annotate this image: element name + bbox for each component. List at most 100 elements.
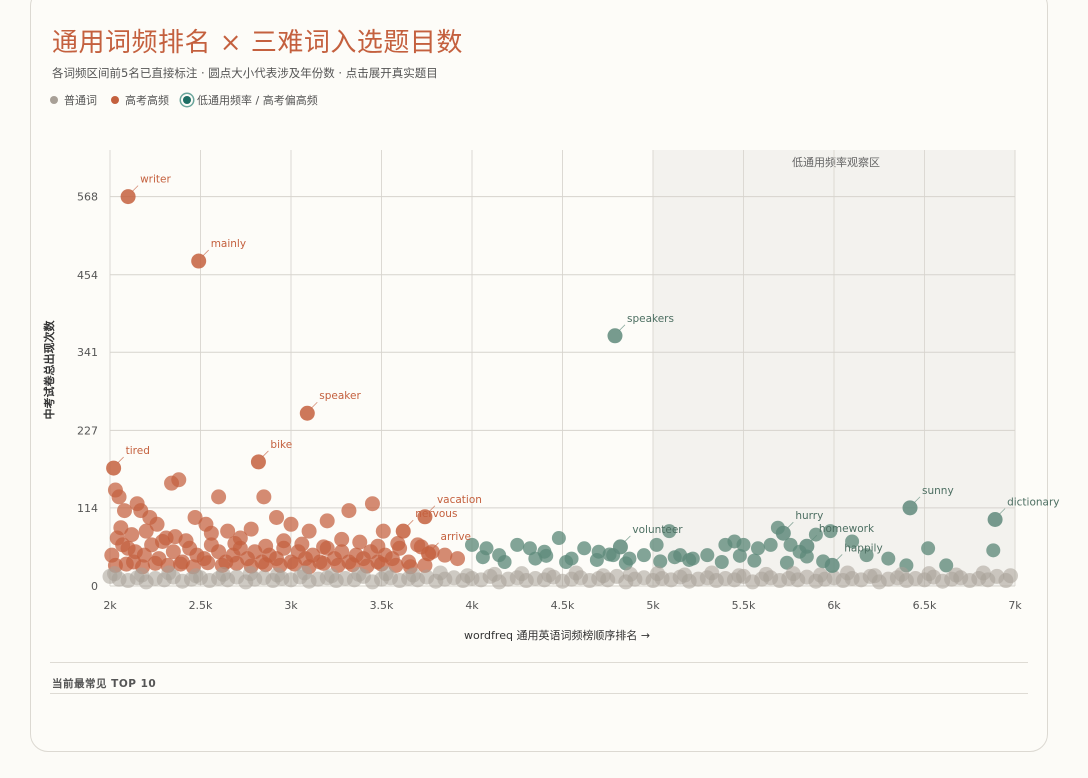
labeled-point-writer xyxy=(120,189,136,205)
labeled-point-hurry xyxy=(775,525,791,541)
data-point-common xyxy=(487,566,503,582)
data-point-low xyxy=(589,552,604,567)
labeled-point-dictionary xyxy=(987,512,1003,528)
label-leader xyxy=(998,508,1006,515)
data-point-low xyxy=(823,524,838,539)
data-point-low xyxy=(602,547,617,562)
labeled-point-arrive xyxy=(421,546,437,562)
data-point-low xyxy=(577,541,592,556)
y-tick-label: 341 xyxy=(77,346,98,359)
y-tick-label: 114 xyxy=(77,502,98,515)
data-point-high xyxy=(316,555,332,571)
data-point-common xyxy=(812,567,828,583)
data-point-low xyxy=(662,524,677,539)
data-point-high xyxy=(227,535,243,551)
data-point-common xyxy=(324,568,340,584)
data-point-common xyxy=(541,567,557,583)
data-point-high xyxy=(417,557,433,573)
label-leader xyxy=(810,534,818,542)
data-point-low xyxy=(747,553,762,568)
data-point-high xyxy=(178,533,194,549)
data-point-low xyxy=(539,548,554,563)
data-point-high xyxy=(388,557,404,573)
label-leader xyxy=(913,496,921,504)
data-point-low xyxy=(559,555,574,570)
data-point-high xyxy=(450,551,466,567)
point-label-speaker: speaker xyxy=(319,390,361,402)
x-tick-label: 2k xyxy=(103,599,117,612)
data-point-common xyxy=(161,565,177,581)
data-point-common xyxy=(514,566,530,582)
label-leader xyxy=(835,554,843,561)
data-point-high xyxy=(319,513,335,529)
data-point-low xyxy=(522,541,537,556)
x-tick-label: 3.5k xyxy=(370,599,394,612)
label-leader xyxy=(202,249,209,257)
label-leader xyxy=(787,521,794,529)
x-tick-label: 4k xyxy=(465,599,479,612)
point-label-homework: homework xyxy=(819,523,875,535)
x-tick-label: 6.5k xyxy=(913,599,937,612)
data-point-high xyxy=(287,556,303,572)
data-point-high xyxy=(352,534,368,550)
point-label-tired: tired xyxy=(126,445,150,457)
data-point-high xyxy=(154,533,170,549)
data-point-high xyxy=(375,523,391,539)
point-label-vacation: vacation xyxy=(437,494,482,506)
point-label-happily: happily xyxy=(844,542,882,554)
data-point-low xyxy=(714,555,729,570)
y-tick-label: 454 xyxy=(77,269,98,282)
data-point-high xyxy=(173,556,189,572)
data-point-high xyxy=(124,527,140,543)
labeled-point-speaker xyxy=(299,405,315,421)
legend-item-low[interactable]: 低通用频率 / 高考偏高频 xyxy=(183,92,318,108)
labeled-point-happily xyxy=(824,557,840,573)
legend-dot-common xyxy=(50,96,58,104)
label-leader xyxy=(262,450,269,458)
legend-item-common[interactable]: 普通词 xyxy=(50,92,97,108)
data-point-common xyxy=(215,566,231,582)
data-point-low xyxy=(475,550,490,565)
point-label-arrive: arrive xyxy=(441,531,471,543)
data-point-high xyxy=(256,489,272,505)
point-label-nervous: nervous xyxy=(415,508,457,520)
legend-label-common: 普通词 xyxy=(64,94,97,107)
label-leader xyxy=(624,535,631,543)
data-point-low xyxy=(881,551,896,566)
legend-item-high[interactable]: 高考高频 xyxy=(111,92,169,108)
data-point-common xyxy=(1002,568,1018,584)
data-point-high xyxy=(165,544,181,560)
legend-label-high: 高考高频 xyxy=(125,94,169,107)
data-point-high xyxy=(147,555,163,571)
data-point-low xyxy=(653,554,668,569)
data-point-common xyxy=(405,567,421,583)
data-point-high xyxy=(334,531,350,547)
data-point-high xyxy=(437,547,453,563)
data-point-common xyxy=(975,565,991,581)
label-leader xyxy=(117,456,124,464)
data-point-low xyxy=(986,543,1001,558)
x-tick-label: 6k xyxy=(827,599,841,612)
data-point-high xyxy=(269,509,285,525)
data-point-high xyxy=(294,536,310,552)
x-tick-label: 3k xyxy=(284,599,298,612)
data-point-common xyxy=(107,566,123,582)
data-point-common xyxy=(297,565,313,581)
page-subtitle: 各词频区间前5名已直接标注 · 圆点大小代表涉及年份数 · 点击展开真实题目 xyxy=(52,66,438,80)
data-point-common xyxy=(242,566,258,582)
data-point-common xyxy=(134,567,150,583)
data-point-low xyxy=(732,548,747,563)
data-point-common xyxy=(622,566,638,582)
data-point-high xyxy=(111,489,127,505)
x-tick-label: 7k xyxy=(1008,599,1022,612)
data-point-common xyxy=(894,566,910,582)
label-leader xyxy=(428,505,436,513)
data-point-high xyxy=(113,520,129,536)
label-leader xyxy=(311,401,318,409)
data-point-low xyxy=(649,537,664,552)
data-point-common xyxy=(351,566,367,582)
data-point-low xyxy=(859,548,874,563)
data-point-common xyxy=(378,566,394,582)
point-label-dictionary: dictionary xyxy=(1007,497,1059,509)
